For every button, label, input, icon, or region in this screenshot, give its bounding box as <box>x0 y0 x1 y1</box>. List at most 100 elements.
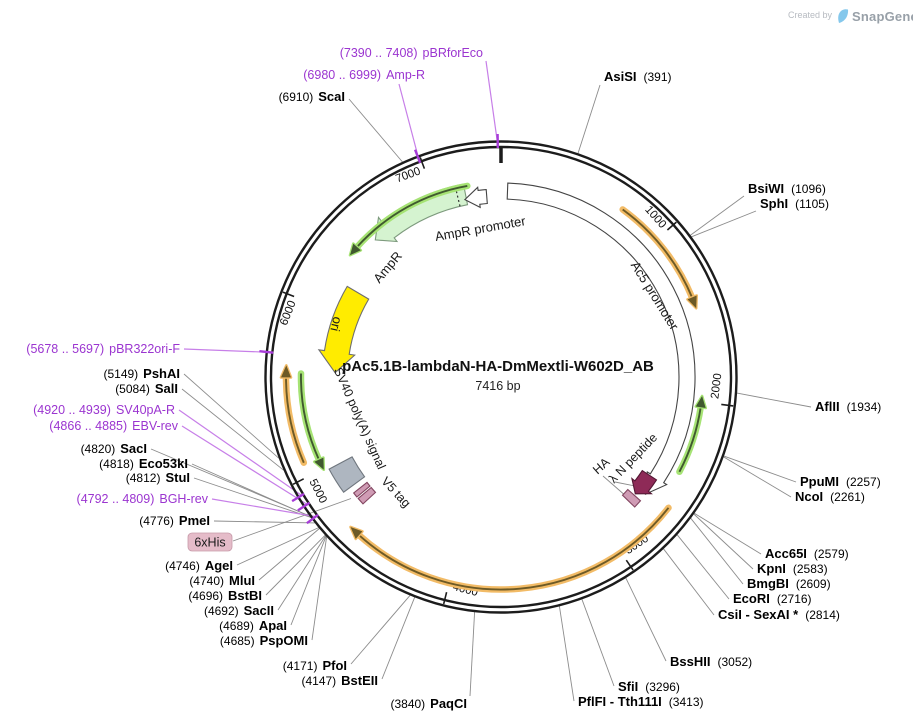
tick-label-7000: 7000 <box>394 165 422 185</box>
site-label-pbrforeco[interactable]: (7390 .. 7408) pBRforEco <box>340 46 483 60</box>
feature-v5-tag[interactable] <box>357 486 377 505</box>
his-tag-box[interactable] <box>187 532 233 552</box>
primer-mark-amp-r <box>413 149 422 164</box>
plasmid-size: 7416 bp <box>475 379 520 393</box>
leader-stui <box>193 477 311 518</box>
site-label-bgh-rev[interactable]: (4792 .. 4809) BGH-rev <box>77 492 209 506</box>
site-label-bsshii[interactable]: BssHII (3052) <box>670 654 752 669</box>
orf-left-green-halo <box>297 370 323 463</box>
plasmid-ring-outer <box>264 140 738 614</box>
primer-mark-bgh-rev <box>306 513 319 525</box>
features-layer <box>317 182 696 508</box>
feature-label-ori[interactable]: ori <box>327 315 345 333</box>
orf-bottom-orange-head-core <box>350 527 363 539</box>
feature-label-ampr[interactable]: AmpR <box>370 248 405 285</box>
site-label-asisi[interactable]: AsiSI (391) <box>604 69 672 84</box>
site-label-pshai[interactable]: (5149) PshAI <box>103 366 180 381</box>
site-label-pmei[interactable]: (4776) PmeI <box>139 513 210 528</box>
feature-sv40-poly-a-signal[interactable] <box>328 456 366 493</box>
primer-mark-pbr322ori-f <box>259 350 274 354</box>
site-label-acc65i[interactable]: Acc65I (2579) <box>765 546 849 561</box>
site-label-bsteii[interactable]: (4147) BstEII <box>301 673 378 688</box>
feature-label-sv40-poly-a-signal[interactable]: SV40 poly(A) signal <box>331 365 388 471</box>
site-label-ebv-rev[interactable]: (4866 .. 4885) EBV-rev <box>49 419 178 433</box>
orf-right-green-line <box>678 407 702 473</box>
site-label-agei[interactable]: (4746) AgeI <box>165 558 233 573</box>
feature-ampr-boundary-dotted <box>454 185 461 207</box>
site-label-saci[interactable]: (4820) SacI <box>81 441 147 456</box>
tick-4000 <box>442 592 448 605</box>
site-label-mlui[interactable]: (4740) MluI <box>189 573 255 588</box>
leader-lines-layer <box>150 60 812 702</box>
site-label-eco53ki[interactable]: (4818) Eco53kI <box>99 456 188 471</box>
feature-label-v5-tag[interactable]: V5 tag <box>378 474 413 510</box>
leader-apai <box>290 536 327 626</box>
tick-1000 <box>666 221 677 231</box>
leader-pfoi <box>350 595 411 665</box>
leader-pspomi <box>311 536 328 641</box>
site-label-kpni[interactable]: KpnI (2583) <box>757 561 828 576</box>
feature-6xhis[interactable] <box>352 481 371 498</box>
site-label-apai[interactable]: (4689) ApaI <box>219 618 287 633</box>
orf-left-green-line <box>300 373 320 460</box>
site-label-ecori[interactable]: EcoRI (2716) <box>733 591 812 606</box>
watermark-brand: SnapGene <box>852 9 913 24</box>
site-label-sphi[interactable]: SphI (1105) <box>760 196 829 211</box>
tick-label-5000: 5000 <box>306 477 328 505</box>
orf-right-orange-line <box>622 208 693 298</box>
orf-right-orange-head-core <box>687 295 697 309</box>
site-label-aflii[interactable]: AflII (1934) <box>815 399 881 414</box>
tick-5000 <box>292 478 305 486</box>
tick-label-2000: 2000 <box>709 373 724 400</box>
orf-bottom-orange-halo <box>355 504 672 593</box>
tick-3000 <box>625 559 634 571</box>
leader-paqci <box>469 611 476 697</box>
feature-ampr-promoter[interactable] <box>463 186 488 209</box>
site-label-ncoi[interactable]: NcoI (2261) <box>795 489 865 504</box>
site-label-paqci[interactable]: (3840) PaqCI <box>390 696 467 711</box>
leader-sfii <box>581 599 615 687</box>
site-label-bsiwi[interactable]: BsiWI (1096) <box>748 181 826 196</box>
leader-acc65i <box>694 512 762 555</box>
leader-kpni <box>693 513 754 570</box>
feature-lambda-n-peptide[interactable] <box>631 469 658 495</box>
site-label-ppumi[interactable]: PpuMI (2257) <box>800 474 881 489</box>
site-label-bmgbi[interactable]: BmgBI (2609) <box>747 576 831 591</box>
leader-ecori <box>676 534 730 600</box>
plasmid-header: pAc5.1B-lambdaN-HA-DmMextli-W602D_AB 741… <box>342 358 654 393</box>
leader-sali <box>181 388 284 471</box>
snapgene-logo-icon <box>838 9 849 23</box>
site-label-sacii[interactable]: (4692) SacII <box>204 603 274 618</box>
site-label-scai[interactable]: (6910) ScaI <box>279 89 345 104</box>
his-tag-label[interactable]: 6xHis <box>187 532 233 552</box>
site-label-stui[interactable]: (4812) StuI <box>126 470 190 485</box>
leader-pmei <box>213 520 315 524</box>
leader-amp-r <box>398 83 420 161</box>
site-label-sali[interactable]: (5084) SalI <box>115 381 178 396</box>
orf-ampr-green-head-core <box>350 243 361 256</box>
tick-label-6000: 6000 <box>278 299 298 327</box>
feature-ac5-promoter[interactable] <box>506 182 696 495</box>
site-label-pspomi[interactable]: (4685) PspOMI <box>220 633 308 648</box>
feature-label-ampr-promoter[interactable]: AmpR promoter <box>434 213 528 244</box>
site-label-pfoi[interactable]: (4171) PfoI <box>283 658 347 673</box>
feature-ha[interactable] <box>621 488 642 508</box>
orf-arrows-layer <box>279 182 707 593</box>
primer-mark-sv40pa-r <box>291 492 305 503</box>
site-label-pflfi-tth111i[interactable]: PflFI - Tth111I (3413) <box>578 694 703 709</box>
his-leader-line <box>232 498 352 542</box>
leader-pflfi-tth111i <box>558 606 575 702</box>
orf-left-orange-line <box>285 377 305 464</box>
site-label-amp-r[interactable]: (6980 .. 6999) Amp-R <box>303 68 425 82</box>
site-label-sfii[interactable]: SfiI (3296) <box>618 679 680 694</box>
site-label-pbr322ori-f[interactable]: (5678 .. 5697) pBR322ori-F <box>26 342 180 356</box>
orf-right-green-head-core <box>695 396 706 408</box>
site-label-sv40pa-r[interactable]: (4920 .. 4939) SV40pA-R <box>33 403 175 417</box>
site-label-bstbi[interactable]: (4696) BstBI <box>188 588 262 603</box>
site-label-csii-sexai[interactable]: CsiI - SexAI * (2814) <box>718 607 840 622</box>
leader-pshai <box>183 373 280 459</box>
leader-bsteii <box>381 597 416 680</box>
feature-ori[interactable] <box>317 285 370 374</box>
leader-bsiwi <box>690 195 745 236</box>
